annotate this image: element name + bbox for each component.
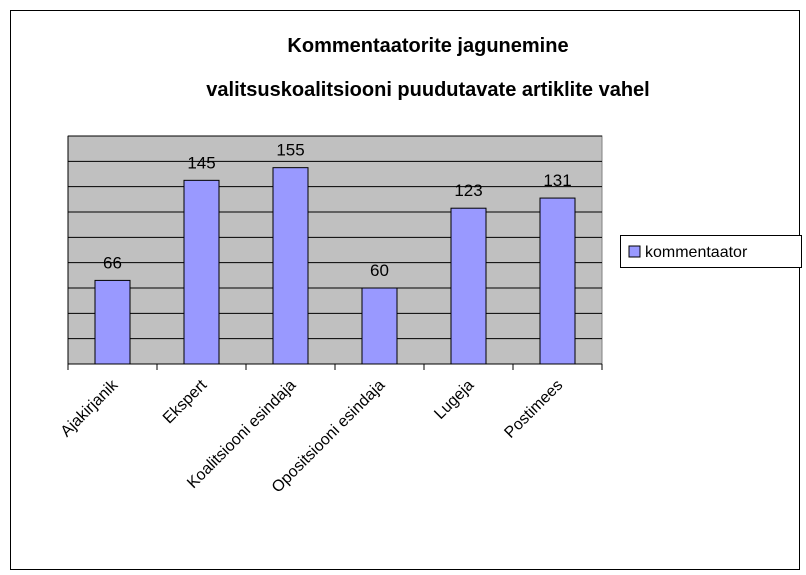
data-label: 131 [543,171,571,190]
legend-box [620,235,802,268]
bar [539,197,576,365]
chart-title: valitsuskoalitsiooni puudutavate artikli… [206,79,649,101]
legend-label: kommentaator [645,244,748,261]
data-label: 123 [454,181,482,200]
data-label: 145 [187,153,215,172]
chart-title: Kommentaatorite jagunemine [287,35,568,57]
bar [183,179,220,365]
legend-swatch [628,245,641,258]
bar [361,287,398,365]
data-label: 155 [276,141,304,160]
data-label: 60 [370,261,389,280]
bar [272,167,309,365]
bar [450,207,487,365]
plot-area [67,135,603,365]
data-label: 66 [103,253,122,272]
bar [94,279,131,365]
